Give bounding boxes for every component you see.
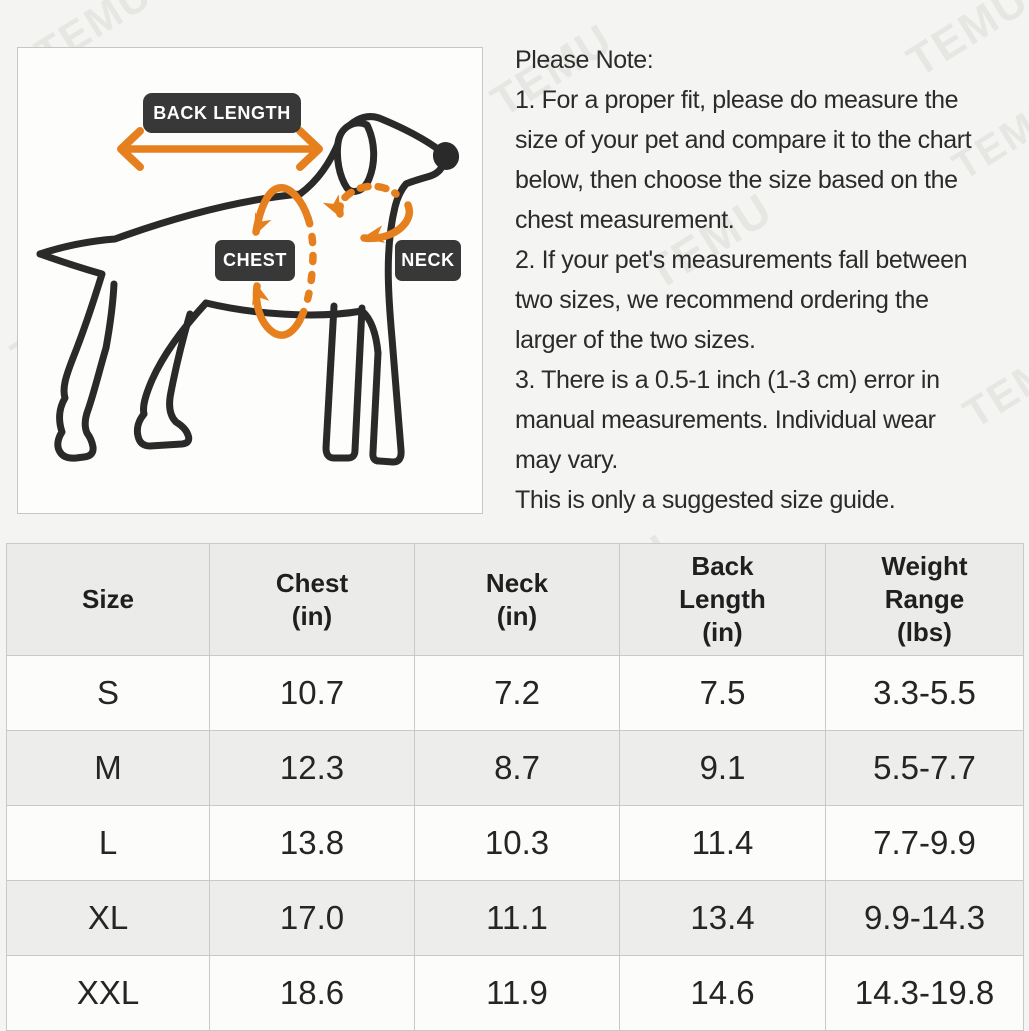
dog-measurement-diagram: BACK LENGTH CHEST NECK: [17, 47, 483, 514]
neck-label: NECK: [395, 240, 461, 281]
dog-illustration: [36, 113, 460, 466]
chest-tape-arrow: [252, 184, 317, 339]
cell-back-length: 14.6: [619, 956, 825, 1030]
cell-weight: 5.5-7.7: [825, 731, 1023, 805]
note-line: chest measurement.: [515, 206, 735, 234]
cell-back-length: 11.4: [619, 806, 825, 880]
note-line: This is only a suggested size guide.: [515, 486, 896, 514]
note-line: may vary.: [515, 446, 618, 474]
cell-back-length: 7.5: [619, 656, 825, 730]
cell-chest: 10.7: [209, 656, 414, 730]
cell-neck: 11.1: [414, 881, 619, 955]
table-row-xxl: XXL 18.6 11.9 14.6 14.3-19.8: [7, 955, 1023, 1030]
note-line: manual measurements. Individual wear: [515, 406, 936, 434]
dog-near-hind-leg: [36, 250, 118, 462]
note-panel: Please Note: 1. For a proper fit, please…: [515, 40, 1029, 520]
chest-label: CHEST: [215, 240, 295, 281]
dog-ear: [333, 119, 378, 195]
note-line: 1. For a proper fit, please do measure t…: [515, 86, 959, 114]
table-header-row: Size Chest (in) Neck (in) Back Length (i…: [7, 544, 1023, 655]
table-row-s: S 10.7 7.2 7.5 3.3-5.5: [7, 655, 1023, 730]
cell-neck: 7.2: [414, 656, 619, 730]
back-length-label: BACK LENGTH: [143, 93, 301, 133]
note-line: two sizes, we recommend ordering the: [515, 286, 929, 314]
cell-size: XL: [87, 899, 129, 936]
cell-chest: 17.0: [209, 881, 414, 955]
size-table: Size Chest (in) Neck (in) Back Length (i…: [6, 543, 1024, 1031]
cell-weight: 14.3-19.8: [825, 956, 1023, 1030]
cell-chest: 13.8: [209, 806, 414, 880]
cell-neck: 10.3: [414, 806, 619, 880]
note-heading: Please Note:: [515, 46, 654, 74]
cell-weight: 7.7-9.9: [825, 806, 1023, 880]
header-cell-weight: Weight Range (lbs): [825, 544, 1023, 655]
arrowheads: [252, 194, 386, 306]
dog-outline: [36, 113, 447, 466]
dog-far-front-leg: [322, 302, 366, 462]
cell-neck: 8.7: [414, 731, 619, 805]
header-cell-size: Size: [81, 584, 135, 614]
cell-chest: 12.3: [209, 731, 414, 805]
header-cell-chest: Chest (in): [209, 544, 414, 655]
cell-weight: 3.3-5.5: [825, 656, 1023, 730]
table-row-l: L 13.8 10.3 11.4 7.7-9.9: [7, 805, 1023, 880]
dog-far-hind-leg: [133, 299, 210, 450]
cell-size: M: [94, 749, 122, 786]
cell-size: L: [98, 824, 118, 861]
cell-chest: 18.6: [209, 956, 414, 1030]
note-line: 2. If your pet's measurements fall betwe…: [515, 246, 968, 274]
dog-nose: [432, 142, 460, 170]
table-row-m: M 12.3 8.7 9.1 5.5-7.7: [7, 730, 1023, 805]
note-line: size of your pet and compare it to the c…: [515, 126, 972, 154]
cell-back-length: 13.4: [619, 881, 825, 955]
cell-weight: 9.9-14.3: [825, 881, 1023, 955]
cell-size: XXL: [76, 974, 140, 1011]
note-line: below, then choose the size based on the: [515, 166, 958, 194]
measurement-arrows: [117, 127, 414, 339]
header-cell-back-length: Back Length (in): [619, 544, 825, 655]
cell-back-length: 9.1: [619, 731, 825, 805]
header-cell-neck: Neck (in): [414, 544, 619, 655]
cell-neck: 11.9: [414, 956, 619, 1030]
table-row-xl: XL 17.0 11.1 13.4 9.9-14.3: [7, 880, 1023, 955]
cell-size: S: [96, 674, 119, 711]
note-line: larger of the two sizes.: [515, 326, 756, 354]
note-line: 3. There is a 0.5-1 inch (1-3 cm) error …: [515, 366, 940, 394]
back-length-arrow: [117, 127, 323, 171]
